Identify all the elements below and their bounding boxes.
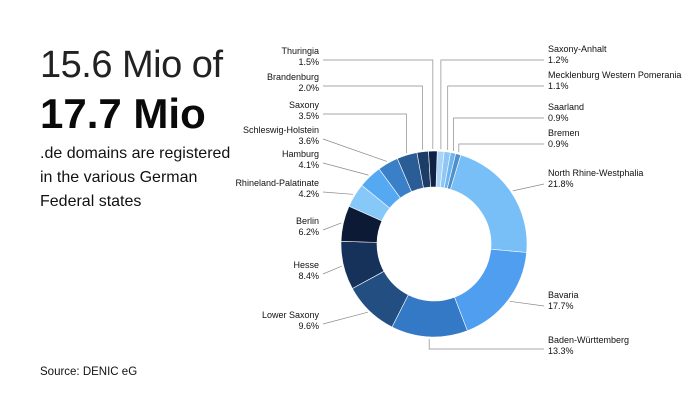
label-value-north-rhine-westphalia: 21.8% <box>548 179 574 189</box>
label-value-thuringia: 1.5% <box>298 57 319 67</box>
label-name-bremen: Bremen <box>548 128 580 138</box>
label-name-baden-w-rttemberg: Baden-Württemberg <box>548 335 629 345</box>
leader-schleswig-holstein <box>322 138 388 162</box>
leader-mecklenburg-western-pomerania <box>447 85 544 150</box>
leader-baden-w-rttemberg <box>428 338 544 350</box>
label-value-hesse: 8.4% <box>298 271 319 281</box>
headline-description: .de domains are registered in the variou… <box>40 145 231 210</box>
label-name-schleswig-holstein: Schleswig-Holstein <box>243 125 319 135</box>
label-name-saarland: Saarland <box>548 102 584 112</box>
leader-lower-saxony <box>322 311 368 325</box>
leader-brandenburg <box>323 85 423 150</box>
label-name-mecklenburg-western-pomerania: Mecklenburg Western Pomerania <box>548 70 681 80</box>
label-value-saxony: 3.5% <box>298 111 319 121</box>
label-name-saxony: Saxony <box>289 100 320 110</box>
leader-bavaria <box>509 300 545 307</box>
label-value-berlin: 6.2% <box>298 227 319 237</box>
label-value-bavaria: 17.7% <box>548 301 574 311</box>
label-name-saxony-anhalt: Saxony-Anhalt <box>548 44 607 54</box>
slice-north-rhine-westphalia <box>450 154 528 253</box>
leader-hesse <box>322 265 342 275</box>
label-name-bavaria: Bavaria <box>548 290 579 300</box>
donut-slices <box>340 150 528 338</box>
label-value-lower-saxony: 9.6% <box>298 321 319 331</box>
source-note: Source: DENIC eG <box>40 366 138 378</box>
label-value-saxony-anhalt: 1.2% <box>548 55 569 65</box>
label-value-bremen: 0.9% <box>548 139 569 149</box>
label-value-brandenburg: 2.0% <box>298 83 319 93</box>
leader-rhineland-palatinate <box>322 191 354 195</box>
label-name-north-rhine-westphalia: North Rhine-Westphalia <box>548 168 643 178</box>
headline: 15.6 Mio of 17.7 Mio .de domains are reg… <box>40 44 240 214</box>
label-value-hamburg: 4.1% <box>298 160 319 170</box>
leader-saxony-anhalt <box>440 59 544 150</box>
label-name-hesse: Hesse <box>293 260 319 270</box>
slice-thuringia <box>428 150 438 188</box>
label-name-lower-saxony: Lower Saxony <box>262 310 320 320</box>
leader-berlin <box>322 222 342 231</box>
leader-hamburg <box>322 162 369 176</box>
leader-saxony <box>323 113 407 154</box>
label-value-rhineland-palatinate: 4.2% <box>298 189 319 199</box>
label-value-saarland: 0.9% <box>548 113 569 123</box>
leader-thuringia <box>323 59 434 150</box>
leader-north-rhine-westphalia <box>512 183 545 192</box>
leader-saarland <box>453 117 544 152</box>
leader-lines <box>322 59 545 350</box>
label-name-hamburg: Hamburg <box>282 149 319 159</box>
label-name-thuringia: Thuringia <box>281 46 319 56</box>
label-value-schleswig-holstein: 3.6% <box>298 136 319 146</box>
leader-bremen <box>458 143 544 153</box>
headline-line1: 15.6 Mio of <box>40 44 223 86</box>
headline-line2: 17.7 Mio <box>40 90 206 137</box>
label-value-mecklenburg-western-pomerania: 1.1% <box>548 81 569 91</box>
label-name-berlin: Berlin <box>296 216 319 226</box>
label-name-brandenburg: Brandenburg <box>267 72 319 82</box>
slice-bavaria <box>454 248 527 332</box>
label-name-rhineland-palatinate: Rhineland-Palatinate <box>235 178 319 188</box>
label-value-baden-w-rttemberg: 13.3% <box>548 346 574 356</box>
